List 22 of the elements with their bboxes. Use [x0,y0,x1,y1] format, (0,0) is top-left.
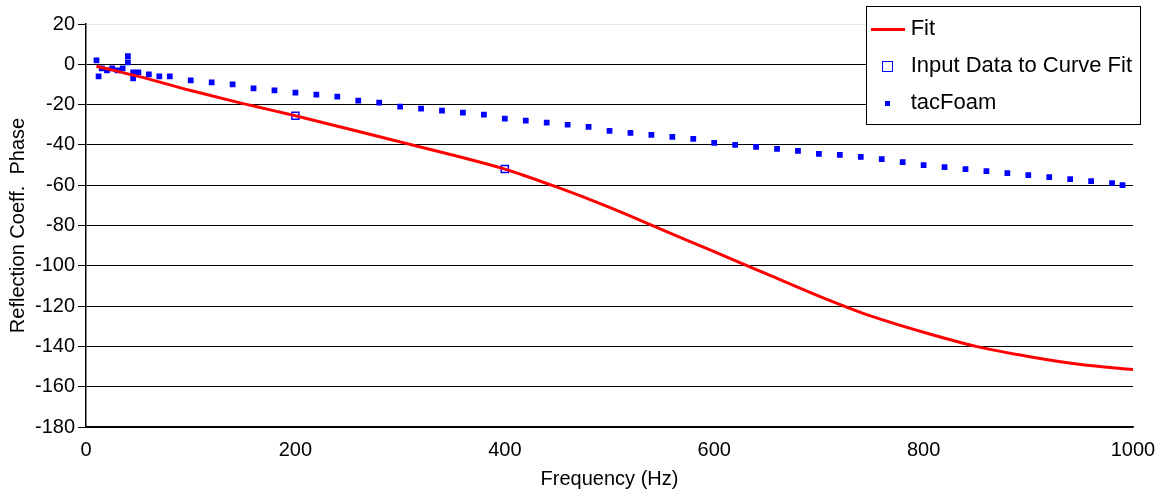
y-tick-label: -80 [46,213,76,236]
y-tick-label: -140 [35,333,76,356]
y-tick-label: -180 [35,414,76,437]
x-tick-label: 200 [278,437,313,460]
y-tick-label: -20 [46,92,76,115]
y-tick-label: -120 [35,293,76,316]
y-tick-label: 0 [63,51,76,74]
y-tick-label: -60 [46,172,76,195]
x-tick-label: 0 [80,437,92,460]
y-tick-label: -40 [46,132,76,155]
x-tick-label: 600 [697,437,731,460]
y-axis-title: Reflection Coeff. Phase [5,117,28,334]
y-tick-label: -160 [35,374,76,397]
y-tick-label: -100 [35,253,76,276]
x-tick-label: 400 [488,437,522,460]
x-tick-label: 800 [906,437,941,460]
x-tick-label: 1000 [1110,437,1156,460]
y-tick-label: 20 [52,11,76,34]
legend-label: Input Data to Curve Fit [910,52,1132,77]
legend-label: tacFoam [910,89,997,114]
legend-label: Fit [910,15,936,40]
x-axis-title: Frequency (Hz) [540,466,679,489]
